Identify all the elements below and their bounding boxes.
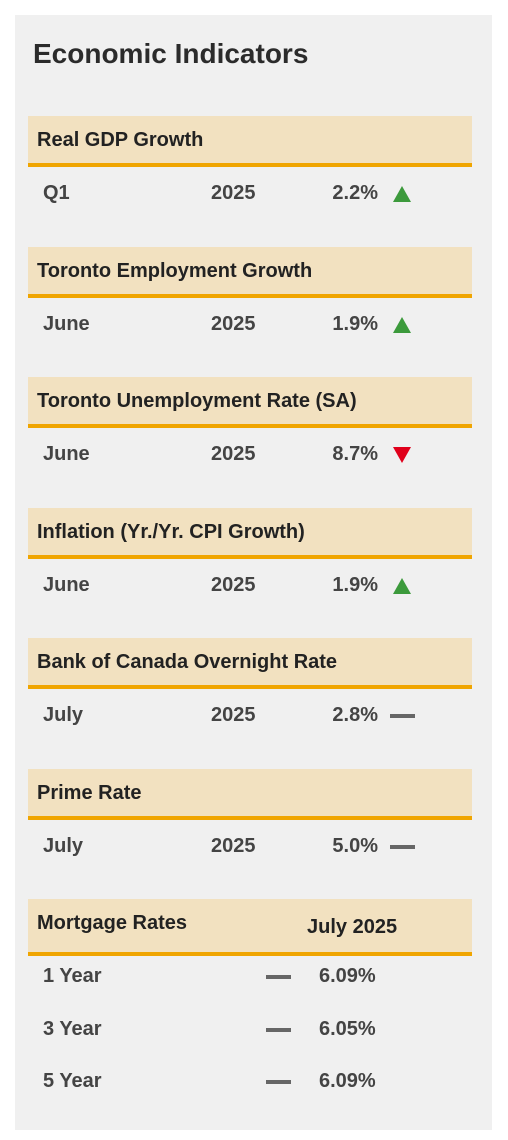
trend-icon [266, 1080, 291, 1084]
trend-icon [393, 316, 411, 333]
title: Economic Indicators [33, 38, 309, 69]
trend-icon [393, 447, 411, 463]
header-band [28, 899, 472, 956]
period: June [43, 573, 90, 596]
period: June [43, 443, 90, 465]
indicator-name: Toronto Employment Growth [37, 259, 313, 282]
value: 1.9% [332, 312, 378, 335]
value: 2.2% [332, 182, 378, 204]
period: July [43, 704, 84, 726]
year: 2025 [211, 573, 256, 596]
value: 2.8% [332, 704, 378, 726]
header-band [28, 246, 472, 298]
trend-icon [393, 577, 411, 594]
year: 2025 [211, 443, 256, 465]
term: 3 Year [43, 1017, 102, 1040]
mortgage-period: July 2025 [307, 916, 398, 938]
rate: 6.05% [319, 1017, 376, 1040]
header-band [28, 768, 472, 820]
period: July [43, 834, 84, 857]
indicator-name: Real GDP Growth [37, 129, 204, 151]
trend-icon [266, 975, 291, 979]
rate: 6.09% [319, 965, 376, 987]
year: 2025 [211, 834, 256, 857]
header-band [28, 116, 472, 167]
term: 1 Year [43, 965, 102, 987]
trend-icon [266, 1027, 291, 1032]
period: June [43, 312, 90, 335]
indicator-name: Bank of Canada Overnight Rate [37, 651, 338, 673]
indicator-name: Inflation (Yr./Yr. CPI Growth) [37, 520, 305, 543]
header-band [28, 638, 472, 689]
year: 2025 [211, 704, 256, 726]
mortgage-title: Mortgage Rates [37, 912, 188, 934]
trend-icon [390, 714, 415, 718]
value: 1.9% [332, 573, 378, 596]
year: 2025 [211, 182, 256, 204]
trend-icon [393, 186, 411, 202]
rate: 6.09% [319, 1070, 376, 1092]
value: 8.7% [332, 443, 378, 465]
header-band [28, 507, 472, 559]
indicator-name: Prime Rate [37, 781, 142, 804]
year: 2025 [211, 312, 256, 335]
trend-icon [390, 844, 415, 849]
period: Q1 [43, 182, 70, 204]
value: 5.0% [332, 834, 378, 857]
header-band [28, 377, 472, 428]
indicator-name: Toronto Unemployment Rate (SA) [37, 390, 357, 412]
term: 5 Year [43, 1070, 102, 1092]
